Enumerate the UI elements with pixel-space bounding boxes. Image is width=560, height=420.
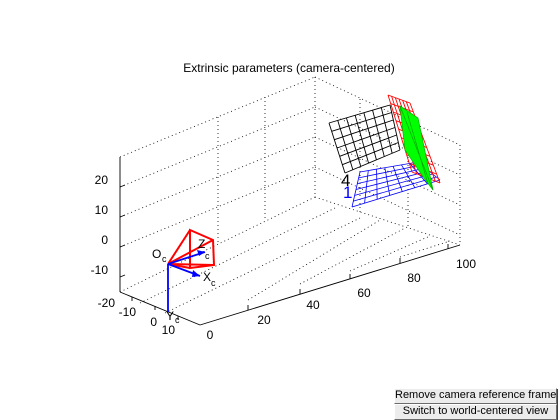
plane-grid-line xyxy=(387,94,413,173)
y-tick-label: 0 xyxy=(207,328,214,342)
plane-grid-line xyxy=(387,94,411,104)
grid xyxy=(119,76,461,314)
plane-grid-line xyxy=(342,142,399,166)
z-tick-label: 20 xyxy=(95,173,109,187)
y-axis-label-sub: c xyxy=(175,315,180,325)
y-tick-label: 40 xyxy=(306,298,320,312)
origin-label: O xyxy=(152,247,161,261)
z-axis-label: Z xyxy=(198,237,205,251)
switch-world-view-button[interactable]: Switch to world-centered view xyxy=(394,404,557,420)
plane-grid-line xyxy=(339,134,397,157)
x-tick-label: 0 xyxy=(150,315,157,329)
origin-label-sub: c xyxy=(162,254,167,264)
plane-grid-line xyxy=(358,164,422,179)
plane-grid-line xyxy=(344,149,401,174)
plane-grid-line xyxy=(359,161,419,173)
z-tick-label: 10 xyxy=(95,203,109,217)
y-tick-label: 60 xyxy=(357,286,371,300)
x-tick-labels: -20 -10 0 10 xyxy=(98,296,176,337)
x-axis-label: X xyxy=(203,270,211,284)
plot-title: Extrinsic parameters (camera-centered) xyxy=(183,61,394,75)
z-tick-label: 0 xyxy=(101,233,108,247)
z-tick-labels: 20 10 0 -10 xyxy=(91,173,109,277)
y-axis-label: Y xyxy=(166,309,174,323)
camera-frustum xyxy=(167,228,216,270)
x-tick-label: 10 xyxy=(162,323,176,337)
plane-grid-line xyxy=(353,176,437,202)
plane-grid-line xyxy=(336,127,396,149)
calibration-plane-green xyxy=(399,105,434,191)
y-tick-label: 20 xyxy=(257,313,271,327)
z-axis-label-sub: c xyxy=(205,251,210,261)
x-tick-label: -10 xyxy=(119,305,137,319)
y-tick-labels: 0 20 40 60 80 100 xyxy=(207,257,477,342)
x-axis-label-sub: c xyxy=(211,278,216,288)
plane-grid-line xyxy=(328,104,391,124)
axes-box xyxy=(119,157,461,326)
plane-grid-line xyxy=(334,119,394,141)
plane-grid-line xyxy=(331,112,392,132)
y-tick-label: 80 xyxy=(407,271,421,285)
plane-grid-line xyxy=(357,167,426,185)
y-tick-label: 100 xyxy=(456,257,476,271)
z-tick-label: -10 xyxy=(91,263,109,277)
plane-grid-line xyxy=(351,179,441,208)
calibration-plane-black xyxy=(328,104,401,174)
remove-camera-frame-button[interactable]: Remove camera reference frame xyxy=(394,388,557,404)
plane-label-4: 4 xyxy=(341,171,350,190)
plane-label-1: 1 xyxy=(343,183,352,202)
camera-axis-arrowheads xyxy=(192,250,205,277)
x-tick-label: -20 xyxy=(98,296,116,310)
plane-grid-line xyxy=(354,173,433,196)
